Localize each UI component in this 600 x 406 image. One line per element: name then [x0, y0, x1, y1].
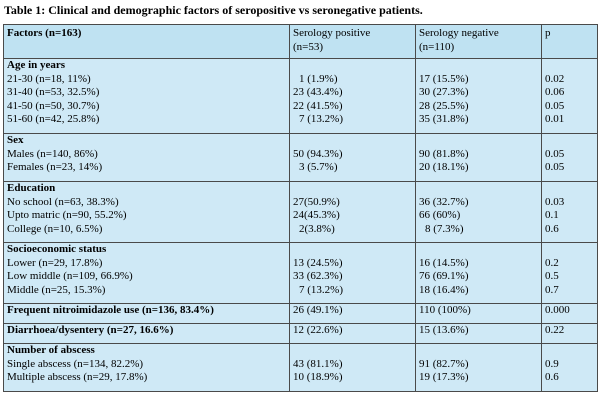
- positive-cell: 26 (49.1%): [289, 303, 416, 324]
- p-cell: 0.02 0.06 0.05 0.01: [541, 58, 598, 134]
- section-age: Age in years 21-30 (n=18, 11%) 31-40 (n=…: [3, 58, 598, 134]
- header-serology-positive: Serology positive (n=53): [289, 24, 416, 59]
- factors-cell: Socioeconomic status Lower (n=29, 17.8%)…: [3, 242, 290, 304]
- p-cell: 0.05 0.05: [541, 133, 598, 182]
- p-cell: 0.9 0.6: [541, 343, 598, 392]
- negative-cell: 16 (14.5%) 76 (69.1%) 18 (16.4%): [415, 242, 542, 304]
- table-caption: Table 1: Clinical and demographic factor…: [4, 3, 423, 17]
- section-education: Education No school (n=63, 38.3%) Upto m…: [3, 181, 598, 243]
- negative-cell: 36 (32.7%) 66 (60%) 8 (7.3%): [415, 181, 542, 243]
- section-title: Number of abscess: [7, 344, 95, 357]
- header-p: p: [541, 24, 598, 59]
- positive-cell: 27(50.9%) 24(45.3%) 2(3.8%): [289, 181, 416, 243]
- factors-cell: Number of abscess Single abscess (n=134,…: [3, 343, 290, 392]
- negative-cell: 91 (82.7%) 19 (17.3%): [415, 343, 542, 392]
- positive-cell: 13 (24.5%) 33 (62.3%) 7 (13.2%): [289, 242, 416, 304]
- header-factors: Factors (n=163): [3, 24, 290, 59]
- positive-cell: 12 (22.6%): [289, 323, 416, 344]
- p-cell: 0.2 0.5 0.7: [541, 242, 598, 304]
- p-cell: 0.03 0.1 0.6: [541, 181, 598, 243]
- row-diarrhoea: Diarrhoea/dysentery (n=27, 16.6%) 12 (22…: [3, 323, 598, 344]
- row-nitroimidazole: Frequent nitroimidazole use (n=136, 83.4…: [3, 303, 598, 324]
- negative-cell: 110 (100%): [415, 303, 542, 324]
- header-serology-negative: Serology negative (n=110): [415, 24, 542, 59]
- factors-cell: Sex Males (n=140, 86%) Females (n=23, 14…: [3, 133, 290, 182]
- factors-cell: Diarrhoea/dysentery (n=27, 16.6%): [3, 323, 290, 344]
- section-socioeconomic: Socioeconomic status Lower (n=29, 17.8%)…: [3, 242, 598, 304]
- positive-cell: 1 (1.9%) 23 (43.4%) 22 (41.5%) 7 (13.2%): [289, 58, 416, 134]
- negative-cell: 15 (13.6%): [415, 323, 542, 344]
- negative-cell: 17 (15.5%) 30 (27.3%) 28 (25.5%) 35 (31.…: [415, 58, 542, 134]
- negative-cell: 90 (81.8%) 20 (18.1%): [415, 133, 542, 182]
- p-cell: 0.22: [541, 323, 598, 344]
- factors-cell: Education No school (n=63, 38.3%) Upto m…: [3, 181, 290, 243]
- p-cell: 0.000: [541, 303, 598, 324]
- section-title: Education: [7, 182, 56, 195]
- factors-cell: Age in years 21-30 (n=18, 11%) 31-40 (n=…: [3, 58, 290, 134]
- section-title: Socioeconomic status: [7, 243, 107, 256]
- positive-cell: 50 (94.3%) 3 (5.7%): [289, 133, 416, 182]
- section-sex: Sex Males (n=140, 86%) Females (n=23, 14…: [3, 133, 598, 182]
- section-title: Age in years: [7, 59, 66, 72]
- factors-cell: Frequent nitroimidazole use (n=136, 83.4…: [3, 303, 290, 324]
- header-row: Factors (n=163) Serology positive (n=53)…: [3, 24, 598, 59]
- data-table: Factors (n=163) Serology positive (n=53)…: [3, 24, 598, 392]
- positive-cell: 43 (81.1%) 10 (18.9%): [289, 343, 416, 392]
- section-title: Sex: [7, 134, 24, 147]
- section-abscess: Number of abscess Single abscess (n=134,…: [3, 343, 598, 392]
